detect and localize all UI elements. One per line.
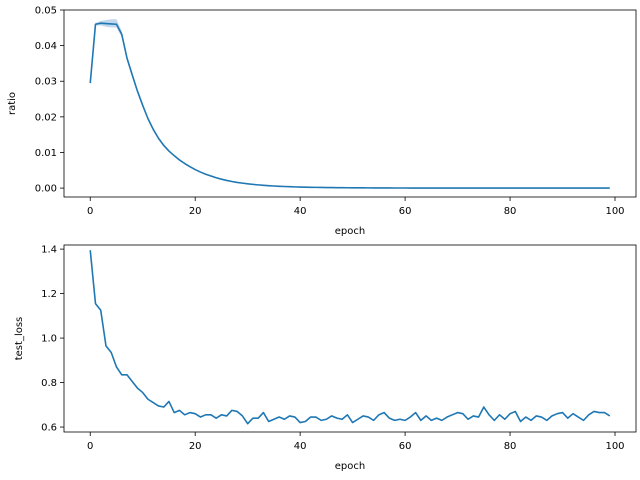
y-axis-label-0: ratio [7,92,18,115]
y-tick-label-0-4: 0.04 [35,41,57,52]
x-tick-label-0-5: 100 [605,206,624,217]
axes-frame-1 [63,244,637,433]
chart-panel-0: 0 20 40 60 80 100 0.00 0.01 0.02 0.03 0.04 0.05 epoc… [7,6,637,237]
x-axis-label-1: epoch [335,461,365,472]
series-line-0-0 [89,22,610,189]
x-tick-label-0-3: 60 [399,206,412,217]
y-tick-label-0-0: 0.00 [35,184,57,195]
x-tick-label-0-4: 80 [504,206,517,217]
axes-frame-0 [63,9,637,198]
x-tick-label-1-5: 100 [605,441,624,452]
x-tick-label-1-4: 80 [504,441,517,452]
x-tick-label-1-1: 20 [189,441,202,452]
y-tick-label-0-5: 0.05 [35,6,57,17]
y-tick-label-1-2: 1.0 [41,334,57,345]
chart-panel-1: 0 20 40 60 80 100 0.6 0.8 1.0 1.2 1.4 epoch test_los… [14,244,637,472]
y-tick-label-1-4: 1.4 [41,245,57,256]
x-tick-label-1-0: 0 [87,441,93,452]
x-tick-label-0-2: 40 [294,206,307,217]
y-tick-label-0-2: 0.02 [35,112,57,123]
y-tick-label-1-3: 1.2 [41,289,57,300]
x-tick-label-1-2: 40 [294,441,307,452]
confidence-band-0-0 [90,19,610,189]
y-tick-label-0-3: 0.03 [35,77,57,88]
y-tick-label-1-0: 0.6 [41,423,57,434]
x-tick-label-0-1: 20 [189,206,202,217]
x-axis-label-0: epoch [335,226,365,237]
x-tick-label-1-3: 60 [399,441,412,452]
x-tick-label-0-0: 0 [87,206,93,217]
y-axis-label-1: test_loss [14,317,25,361]
y-tick-label-1-1: 0.8 [41,378,57,389]
series-line-1-0 [89,250,611,425]
y-tick-label-0-1: 0.01 [35,148,57,159]
